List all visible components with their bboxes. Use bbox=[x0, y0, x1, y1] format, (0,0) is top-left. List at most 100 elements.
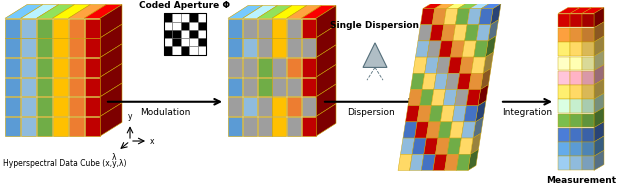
Text: x: x bbox=[150, 137, 154, 146]
Polygon shape bbox=[436, 57, 451, 73]
Bar bbox=[5, 38, 20, 57]
Bar bbox=[37, 78, 52, 96]
Bar bbox=[243, 58, 257, 77]
Polygon shape bbox=[432, 9, 446, 25]
Polygon shape bbox=[272, 6, 307, 18]
Polygon shape bbox=[52, 5, 90, 18]
Polygon shape bbox=[418, 25, 432, 41]
Polygon shape bbox=[420, 9, 435, 25]
Bar bbox=[181, 30, 189, 38]
Bar bbox=[189, 22, 198, 30]
Bar bbox=[228, 19, 243, 38]
Bar bbox=[37, 38, 52, 57]
Bar bbox=[68, 97, 84, 116]
Polygon shape bbox=[452, 106, 467, 122]
Bar bbox=[287, 58, 301, 77]
Bar bbox=[558, 56, 570, 70]
Bar bbox=[172, 30, 181, 38]
Bar bbox=[228, 38, 243, 57]
Polygon shape bbox=[100, 24, 122, 58]
Bar bbox=[164, 22, 172, 30]
Bar bbox=[582, 14, 594, 27]
Bar bbox=[37, 97, 52, 116]
Bar bbox=[570, 114, 582, 127]
Polygon shape bbox=[594, 50, 604, 71]
Bar bbox=[53, 117, 68, 136]
Bar bbox=[558, 99, 570, 113]
Bar bbox=[301, 78, 316, 96]
Polygon shape bbox=[415, 41, 429, 57]
Bar bbox=[258, 78, 271, 96]
Bar bbox=[243, 38, 257, 57]
Polygon shape bbox=[488, 20, 499, 41]
Polygon shape bbox=[415, 122, 429, 138]
Polygon shape bbox=[435, 4, 454, 9]
Bar bbox=[198, 22, 206, 30]
Text: Measurement: Measurement bbox=[546, 176, 616, 185]
Bar bbox=[198, 13, 206, 22]
Bar bbox=[287, 78, 301, 96]
Polygon shape bbox=[100, 5, 122, 38]
Polygon shape bbox=[594, 22, 604, 42]
Polygon shape bbox=[445, 73, 460, 89]
Polygon shape bbox=[316, 64, 336, 97]
Bar bbox=[21, 38, 36, 57]
Polygon shape bbox=[100, 44, 122, 77]
Polygon shape bbox=[100, 63, 122, 97]
Bar bbox=[181, 38, 189, 46]
Polygon shape bbox=[21, 5, 59, 18]
Polygon shape bbox=[68, 5, 106, 18]
Text: Single Dispersion: Single Dispersion bbox=[330, 21, 419, 30]
Polygon shape bbox=[453, 25, 467, 41]
Polygon shape bbox=[444, 9, 458, 25]
Polygon shape bbox=[476, 101, 486, 122]
Bar bbox=[582, 42, 594, 56]
Bar bbox=[243, 117, 257, 136]
Polygon shape bbox=[460, 57, 474, 73]
Bar bbox=[189, 38, 198, 46]
Bar bbox=[228, 97, 243, 116]
Polygon shape bbox=[398, 154, 412, 171]
Polygon shape bbox=[481, 4, 501, 9]
Bar bbox=[68, 19, 84, 38]
Polygon shape bbox=[483, 52, 493, 73]
Bar bbox=[273, 117, 286, 136]
Bar bbox=[582, 157, 594, 170]
Polygon shape bbox=[470, 4, 490, 9]
Bar bbox=[228, 58, 243, 77]
Bar bbox=[84, 78, 100, 96]
Bar bbox=[287, 19, 301, 38]
Bar bbox=[558, 14, 570, 27]
Bar bbox=[570, 56, 582, 70]
Polygon shape bbox=[429, 25, 444, 41]
Polygon shape bbox=[558, 8, 580, 13]
Polygon shape bbox=[582, 8, 604, 13]
Bar bbox=[301, 58, 316, 77]
Bar bbox=[189, 13, 198, 22]
Bar bbox=[273, 58, 286, 77]
Polygon shape bbox=[448, 57, 462, 73]
Bar bbox=[181, 13, 189, 22]
Bar bbox=[243, 78, 257, 96]
Bar bbox=[570, 28, 582, 42]
Polygon shape bbox=[316, 104, 336, 136]
Polygon shape bbox=[465, 25, 479, 41]
Polygon shape bbox=[412, 138, 426, 154]
Bar bbox=[53, 78, 68, 96]
Polygon shape bbox=[594, 122, 604, 142]
Polygon shape bbox=[443, 89, 457, 106]
Polygon shape bbox=[486, 36, 496, 57]
Bar bbox=[164, 46, 172, 55]
Polygon shape bbox=[461, 122, 476, 138]
Polygon shape bbox=[228, 6, 262, 18]
Polygon shape bbox=[316, 84, 336, 116]
Polygon shape bbox=[36, 5, 74, 18]
Bar bbox=[84, 117, 100, 136]
Bar bbox=[258, 38, 271, 57]
Polygon shape bbox=[422, 73, 436, 89]
Bar bbox=[301, 97, 316, 116]
Polygon shape bbox=[434, 73, 448, 89]
Bar bbox=[21, 97, 36, 116]
Polygon shape bbox=[447, 138, 461, 154]
Polygon shape bbox=[446, 4, 466, 9]
